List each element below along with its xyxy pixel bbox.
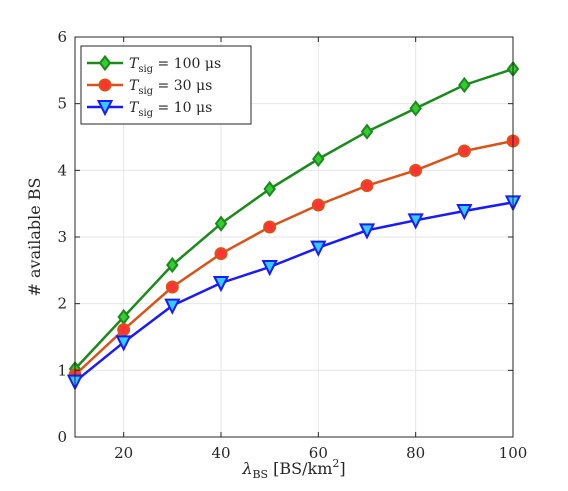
y-tick-label: 1 bbox=[57, 361, 67, 379]
data-point bbox=[115, 335, 132, 352]
legend-item: Tsig = 10 μs bbox=[87, 100, 212, 119]
data-point bbox=[164, 298, 181, 315]
x-axis-label: λBS [BS/km2] bbox=[241, 457, 345, 481]
data-point bbox=[456, 204, 473, 221]
legend-item: Tsig = 100 μs bbox=[87, 54, 221, 75]
axis-ticks: 20 40 60 80 100 0 1 2 3 4 5 6 bbox=[57, 28, 527, 462]
data-point bbox=[407, 213, 424, 230]
legend-label: Tsig = 10 μs bbox=[129, 100, 212, 119]
legend-label: Tsig = 100 μs bbox=[129, 56, 221, 75]
series-2 bbox=[66, 195, 522, 391]
data-point bbox=[214, 215, 228, 232]
data-point bbox=[360, 179, 374, 193]
data-point bbox=[409, 100, 422, 117]
legend-label: Tsig = 30 μs bbox=[129, 78, 212, 97]
legend-marker bbox=[96, 100, 114, 117]
data-point bbox=[310, 240, 327, 257]
data-point bbox=[311, 198, 325, 212]
legend-marker bbox=[98, 78, 112, 92]
y-tick-label: 5 bbox=[57, 95, 67, 113]
legend: Tsig = 100 μs Tsig = 30 μs Tsig = 10 μs bbox=[80, 45, 252, 125]
data-point bbox=[263, 220, 277, 234]
data-point bbox=[212, 276, 230, 293]
data-point bbox=[409, 163, 423, 177]
x-tick-label: 100 bbox=[499, 444, 528, 462]
series-line bbox=[74, 67, 514, 370]
data-point bbox=[263, 180, 276, 198]
y-axis-label: # available BS bbox=[25, 177, 44, 296]
data-point bbox=[166, 256, 179, 274]
y-tick-label: 4 bbox=[57, 161, 67, 179]
data-point bbox=[117, 323, 131, 337]
data-point bbox=[214, 247, 228, 261]
data-point bbox=[165, 280, 179, 294]
x-tick-label: 60 bbox=[309, 444, 328, 462]
x-tick-label: 40 bbox=[211, 444, 230, 462]
legend-marker bbox=[98, 54, 112, 72]
grid-lines bbox=[75, 36, 514, 438]
x-tick-label: 20 bbox=[114, 444, 133, 462]
data-point bbox=[457, 144, 471, 158]
series-layer bbox=[66, 60, 522, 391]
x-tick-label: 80 bbox=[406, 444, 425, 462]
y-tick-label: 6 bbox=[57, 28, 67, 46]
y-tick-label: 2 bbox=[57, 295, 67, 313]
data-point bbox=[360, 123, 374, 140]
series-line bbox=[74, 139, 514, 376]
data-point bbox=[358, 223, 376, 240]
data-point bbox=[261, 260, 278, 277]
series-line bbox=[74, 201, 514, 383]
y-tick-label: 0 bbox=[57, 428, 67, 446]
legend-item: Tsig = 30 μs bbox=[87, 78, 212, 97]
y-tick-label: 3 bbox=[57, 228, 67, 246]
data-point bbox=[312, 150, 325, 168]
data-point bbox=[458, 76, 471, 94]
